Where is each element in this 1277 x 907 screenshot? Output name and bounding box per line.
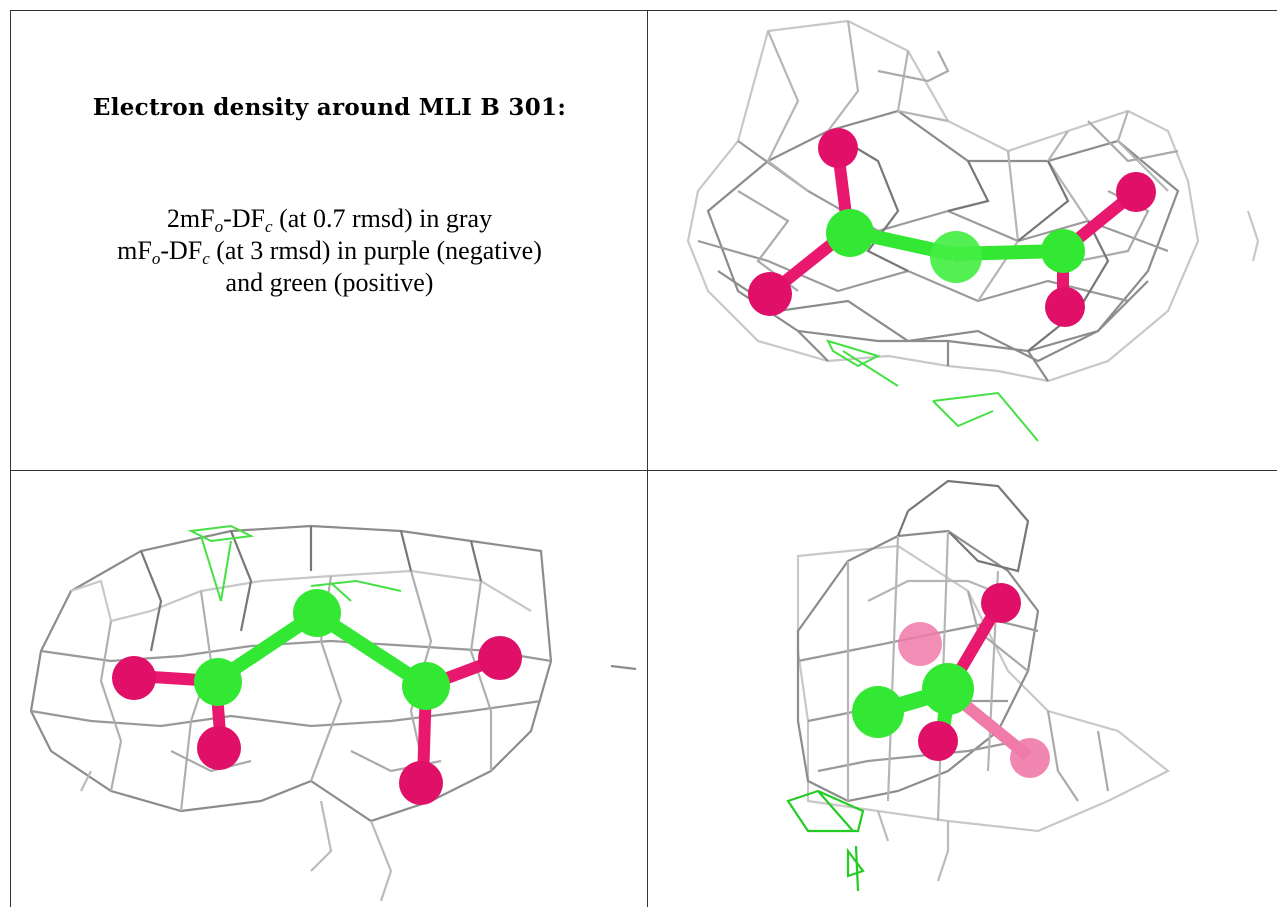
oxygen-atom [981, 583, 1021, 623]
figure-grid: Electron density around MLI B 301: 2mFo-… [10, 10, 1277, 907]
caption-cell: Electron density around MLI B 301: 2mFo-… [11, 11, 647, 470]
density-view-top-right [648, 11, 1277, 470]
caption-text: mF [117, 236, 152, 265]
oxygen-atom [1010, 738, 1050, 778]
caption-text: -DF [223, 204, 266, 233]
density-view-bottom-left [11, 471, 647, 907]
carbon-atom [194, 658, 242, 706]
caption-text: (at 0.7 rmsd) in gray [272, 204, 493, 233]
gray-density-mesh [686, 19, 1260, 383]
positive-difference-mesh [786, 789, 865, 892]
oxygen-atom [399, 761, 443, 805]
oxygen-atom [197, 726, 241, 770]
border-left [10, 10, 11, 907]
divider-horizontal [10, 470, 1277, 471]
oxygen-atom [918, 721, 958, 761]
caption-text: 2mF [166, 204, 215, 233]
carbon-atom [402, 662, 450, 710]
density-view-bottom-right [648, 471, 1277, 907]
carbon-atom [293, 589, 341, 637]
carbon-atom [922, 663, 974, 715]
carbon-atom [852, 686, 904, 738]
oxygen-atom [478, 636, 522, 680]
oxygen-atom [112, 656, 156, 700]
oxygen-atom [748, 272, 792, 316]
oxygen-atom [818, 128, 858, 168]
caption-line-fo-dfc: mFo-DFc (at 3 rmsd) in purple (negative) [11, 235, 647, 267]
divider-vertical [647, 10, 648, 907]
carbon-atom [930, 231, 982, 283]
view-svg [686, 19, 1260, 442]
caption-subscript: c [265, 217, 273, 236]
oxygen-atom [898, 622, 942, 666]
oxygen-atom [1116, 172, 1156, 212]
positive-difference-mesh [826, 339, 1039, 442]
caption-line-2fo-dfc: 2mFo-DFc (at 0.7 rmsd) in gray [11, 203, 647, 235]
malonate-ball-and-stick [852, 583, 1050, 778]
malonate-ball-and-stick [112, 589, 522, 805]
caption-text: (at 3 rmsd) in purple (negative) [209, 236, 542, 265]
border-top [10, 10, 1277, 11]
view-svg [786, 479, 1171, 892]
caption-text: -DF [160, 236, 203, 265]
view-svg [29, 524, 637, 902]
caption-title: Electron density around MLI B 301: [92, 94, 567, 121]
caption-subscript: c [202, 249, 210, 268]
carbon-atom [826, 209, 874, 257]
gray-density-mesh [796, 479, 1171, 882]
malonate-ball-and-stick [748, 128, 1156, 327]
positive-difference-mesh [187, 524, 402, 602]
caption-subscript: o [214, 217, 224, 236]
caption-line-3: and green (positive) [225, 268, 434, 297]
carbon-atom [1041, 229, 1085, 273]
caption-description: 2mFo-DFc (at 0.7 rmsd) in gray mFo-DFc (… [11, 203, 647, 299]
oxygen-atom [1045, 287, 1085, 327]
gray-density-mesh [29, 524, 637, 902]
caption-subscript: o [151, 249, 161, 268]
